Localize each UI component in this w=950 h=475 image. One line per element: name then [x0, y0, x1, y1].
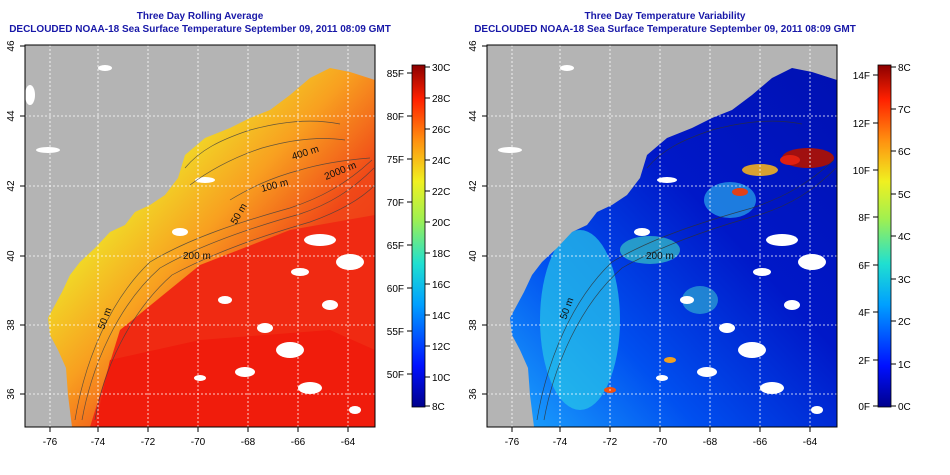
f-tick-85: 85F: [387, 69, 404, 80]
celsius-scale: 30C 28C 26C 24C 22C 20C 18C 16C 14C 12C …: [425, 63, 450, 413]
map-frame: [486, 44, 838, 428]
map-frame: [24, 44, 376, 428]
f-tick-75: 75F: [387, 155, 404, 166]
lat-tick-36: 36: [468, 388, 479, 400]
left-sst-map: 400 m 2000 m 100 m 50 m 200 m 50 m 46 44…: [6, 40, 450, 448]
lat-tick-38: 38: [468, 319, 479, 331]
c-tick-7: 7C: [898, 105, 911, 116]
lon-tick-68: -68: [703, 437, 718, 448]
lon-tick-66: -66: [753, 437, 768, 448]
lon-tick-68: -68: [241, 437, 256, 448]
lon-tick-76: -76: [505, 437, 520, 448]
f-tick-14: 14F: [853, 71, 870, 82]
c-tick-6: 6C: [898, 147, 911, 158]
c-tick-4: 4C: [898, 232, 911, 243]
lon-tick-72: -72: [603, 437, 618, 448]
f-tick-6: 6F: [858, 261, 870, 272]
latitude-axis: 46 44 42 40 38 36: [468, 40, 487, 400]
c-tick-16: 16C: [432, 280, 450, 291]
lat-tick-36: 36: [6, 388, 17, 400]
lat-tick-46: 46: [468, 40, 479, 52]
f-tick-65: 65F: [387, 241, 404, 252]
lon-tick-66: -66: [291, 437, 306, 448]
f-tick-8: 8F: [858, 213, 870, 224]
f-tick-12: 12F: [853, 119, 870, 130]
lon-tick-76: -76: [43, 437, 58, 448]
right-map-subtitle: DECLOUDED NOAA-18 Sea Surface Temperatur…: [474, 24, 856, 35]
c-tick-14: 14C: [432, 311, 450, 322]
lat-tick-46: 46: [6, 40, 17, 52]
c-tick-0: 0C: [898, 402, 911, 413]
c-tick-12: 12C: [432, 342, 450, 353]
variability-colorbar: [877, 64, 892, 408]
lon-tick-70: -70: [653, 437, 668, 448]
c-tick-22: 22C: [432, 187, 450, 198]
lon-tick-72: -72: [141, 437, 156, 448]
lon-tick-64: -64: [341, 437, 356, 448]
contour-label-200m: 200 m: [183, 251, 211, 262]
cloud-gaps: [498, 65, 826, 414]
gulf-stream-core: [95, 330, 375, 427]
fahrenheit-scale: 14F 12F 10F 8F 6F 4F 2F 0F: [853, 71, 878, 413]
f-tick-60: 60F: [387, 284, 404, 295]
c-tick-24: 24C: [432, 156, 450, 167]
lat-tick-40: 40: [468, 250, 479, 262]
contour-label-200m: 200 m: [646, 251, 674, 262]
c-tick-2: 2C: [898, 317, 911, 328]
c-tick-10: 10C: [432, 373, 450, 384]
c-tick-3: 3C: [898, 275, 911, 286]
c-tick-26: 26C: [432, 125, 450, 136]
lat-tick-40: 40: [6, 250, 17, 262]
left-map-subtitle: DECLOUDED NOAA-18 Sea Surface Temperatur…: [9, 24, 391, 35]
c-tick-1: 1C: [898, 360, 911, 371]
right-variability-map: 200 m 50 m 46 44 42 40 38 36 -76 -74 -72…: [468, 40, 911, 448]
f-tick-4: 4F: [858, 308, 870, 319]
f-tick-2: 2F: [858, 356, 870, 367]
c-tick-20: 20C: [432, 218, 450, 229]
depth-contours: [536, 120, 837, 421]
c-tick-28: 28C: [432, 94, 450, 105]
f-tick-80: 80F: [387, 112, 404, 123]
lat-tick-42: 42: [6, 180, 17, 192]
lat-tick-44: 44: [6, 110, 17, 122]
latitude-axis: 46 44 42 40 38 36: [6, 40, 25, 400]
f-tick-10: 10F: [853, 166, 870, 177]
f-tick-0: 0F: [858, 402, 870, 413]
lat-tick-42: 42: [468, 180, 479, 192]
left-map-title: Three Day Rolling Average: [136, 11, 264, 22]
lon-tick-74: -74: [91, 437, 106, 448]
celsius-scale: 8C 7C 6C 5C 4C 3C 2C 1C 0C: [891, 63, 911, 413]
cloud-gaps: [25, 65, 364, 414]
lat-tick-38: 38: [6, 319, 17, 331]
c-tick-18: 18C: [432, 249, 450, 260]
longitude-axis: -76 -74 -72 -70 -68 -66 -64: [43, 427, 356, 448]
fahrenheit-scale: 85F 80F 75F 70F 65F 60F 55F 50F: [387, 69, 412, 381]
f-tick-50: 50F: [387, 370, 404, 381]
land-mass: [487, 45, 837, 427]
f-tick-70: 70F: [387, 198, 404, 209]
lon-tick-64: -64: [803, 437, 818, 448]
sst-colorbar: [411, 64, 426, 408]
lat-tick-44: 44: [468, 110, 479, 122]
longitude-axis: -76 -74 -72 -70 -68 -66 -64: [505, 427, 818, 448]
lon-tick-70: -70: [191, 437, 206, 448]
c-tick-5: 5C: [898, 190, 911, 201]
lon-tick-74: -74: [553, 437, 568, 448]
right-map-title: Three Day Temperature Variability: [584, 11, 746, 22]
c-tick-30: 30C: [432, 63, 450, 74]
c-tick-8: 8C: [432, 402, 445, 413]
land-mass: [25, 45, 375, 427]
c-tick-8: 8C: [898, 63, 911, 74]
f-tick-55: 55F: [387, 327, 404, 338]
